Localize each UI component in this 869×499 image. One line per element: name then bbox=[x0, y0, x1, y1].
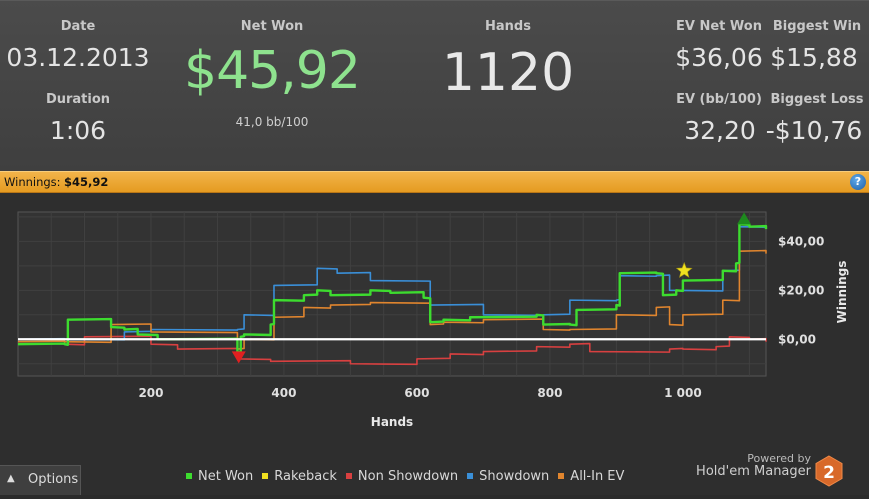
options-button[interactable]: ▲ Options bbox=[0, 465, 81, 495]
biggest-win-value: $15,88 bbox=[770, 43, 858, 72]
biggest-loss-label: Biggest Loss bbox=[770, 92, 864, 107]
legend-swatch bbox=[186, 473, 192, 479]
x-axis-label: Hands bbox=[371, 415, 413, 429]
hm2-logo-icon: 2 bbox=[815, 455, 843, 487]
date-label: Date bbox=[60, 19, 96, 34]
legend-item[interactable]: Net Won bbox=[186, 469, 253, 484]
brand: Powered by Hold'em Manager bbox=[696, 452, 811, 478]
ev-bb-label: EV (bb/100) bbox=[676, 92, 762, 107]
brand-name: Hold'em Manager bbox=[696, 464, 811, 479]
y-axis-label: Winnings bbox=[835, 261, 849, 324]
options-label: Options bbox=[28, 472, 79, 487]
help-icon[interactable]: ? bbox=[850, 174, 866, 190]
triangle-up-icon bbox=[737, 212, 752, 225]
star-icon bbox=[675, 261, 693, 278]
hands-label: Hands bbox=[485, 19, 531, 34]
legend-item[interactable]: Rakeback bbox=[262, 469, 337, 484]
ev-net-won-value: $36,06 bbox=[675, 43, 763, 72]
series-line-all-in-ev bbox=[17, 249, 767, 350]
legend-swatch bbox=[467, 473, 474, 479]
legend-item[interactable]: Showdown bbox=[467, 469, 549, 484]
winnings-value: $45,92 bbox=[64, 175, 109, 189]
ev-net-won-label: EV Net Won bbox=[676, 19, 762, 34]
ev-bb-value: 32,20 bbox=[684, 116, 756, 145]
winnings-chart-svg: 200 400 600 800 1 000 $0,00 $20,00 $40,00 Hands W… bbox=[17, 211, 849, 429]
y-tick-label: $40,00 bbox=[778, 234, 824, 248]
legend-label: Net Won bbox=[198, 468, 254, 484]
winnings-chart: 200 400 600 800 1 000 $0,00 $20,00 $40,00 Hands W… bbox=[0, 193, 869, 495]
y-tick-label: $20,00 bbox=[778, 283, 824, 297]
legend-swatch bbox=[558, 473, 565, 479]
stats-panel: Date 03.12.2013 Duration 1:06 Net Won $4… bbox=[0, 0, 869, 171]
legend-label: All-In EV bbox=[570, 468, 625, 484]
chart-legend: Net Won Rakeback Non Showdown Showdown All-I… bbox=[186, 467, 633, 485]
net-won-label: Net Won bbox=[240, 19, 304, 34]
legend-item[interactable]: Non Showdown bbox=[345, 468, 459, 484]
legend-swatch bbox=[262, 473, 269, 479]
y-tick-label: $0,00 bbox=[778, 332, 816, 346]
legend-label: Rakeback bbox=[274, 468, 337, 484]
x-tick-label: 400 bbox=[271, 386, 296, 400]
chevron-up-icon: ▲ bbox=[7, 473, 15, 484]
hands-value: 1120 bbox=[441, 43, 575, 103]
legend-label: Showdown bbox=[479, 468, 550, 484]
date-value: 03.12.2013 bbox=[6, 43, 150, 72]
biggest-loss-value: -$10,76 bbox=[765, 116, 863, 145]
triangle-down-icon bbox=[231, 351, 246, 364]
x-tick-label: 600 bbox=[404, 386, 429, 400]
legend-swatch bbox=[345, 473, 352, 479]
powered-by-label: Powered by bbox=[747, 452, 811, 465]
biggest-win-label: Biggest Win bbox=[772, 19, 862, 34]
x-tick-label: 800 bbox=[537, 386, 562, 400]
legend-item[interactable]: All-In EV bbox=[558, 469, 624, 484]
winnings-bar: Winnings: $45,92 ? bbox=[0, 171, 869, 193]
x-tick-label: 200 bbox=[138, 386, 163, 400]
winnings-label: Winnings: bbox=[4, 175, 61, 189]
legend-label: Non Showdown bbox=[357, 468, 459, 484]
duration-value: 1:06 bbox=[49, 116, 107, 145]
hm2-logo-text: 2 bbox=[823, 463, 835, 483]
series-line-non-showdown bbox=[17, 335, 767, 366]
duration-label: Duration bbox=[45, 92, 111, 107]
bb-per-100: 41,0 bb/100 bbox=[235, 115, 309, 129]
x-tick-label: 1 000 bbox=[664, 386, 702, 400]
plot-area bbox=[17, 211, 767, 377]
net-won-value: $45,92 bbox=[184, 41, 361, 101]
series-line-net-won bbox=[17, 223, 768, 354]
